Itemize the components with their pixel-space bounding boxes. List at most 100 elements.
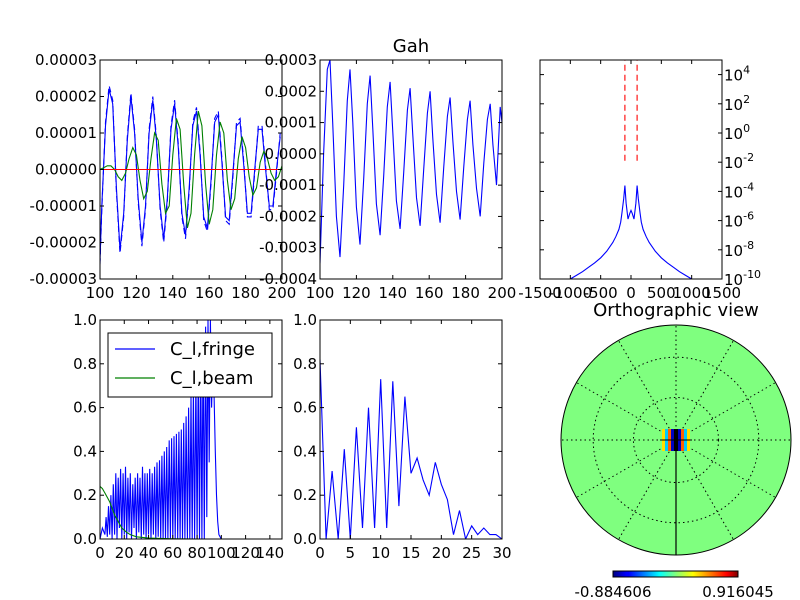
meridian-line [675,439,776,498]
x-tick-label: 120 [342,284,371,302]
series-line-1 [100,85,281,265]
meridian-line [675,382,776,441]
x-tick-label: 180 [451,284,480,302]
x-tick-label: -1500 [518,284,562,302]
y-tick-label: 0.0003 [265,51,318,69]
y-tick-label: 0.0000 [265,145,318,163]
x-tick-label: 120 [122,284,151,302]
series-line-0 [320,359,502,539]
x-tick-label: 120 [231,544,260,562]
y-tick-label: 100 [724,122,750,143]
panel-orthographic-view: Orthographic view -0.884606 0.916045 [560,300,792,600]
x-tick-label: 0 [626,284,636,302]
y-tick-label: 0.8 [73,355,97,373]
y-tick-label: 10-10 [724,268,761,289]
meridian-line [675,439,734,540]
x-tick-label: 100 [86,284,115,302]
y-tick-label: 0.8 [293,355,317,373]
x-tick-label: 30 [492,544,511,562]
series-group [320,359,502,539]
y-tick-label: -0.0002 [259,207,317,225]
meridian-line [675,340,734,441]
y-tick-label: -0.00001 [30,197,97,215]
series-group [100,85,282,265]
y-tick-label: -0.00002 [30,234,97,252]
x-tick-label: 15 [401,544,420,562]
y-tick-label: 10-2 [724,151,754,172]
colorbar-min-label: -0.884606 [575,583,652,600]
y-tick-label: -0.0001 [259,176,317,194]
y-tick-label: 0.0 [73,530,97,548]
x-tick-label: 1000 [673,284,711,302]
x-tick-label: 0 [95,544,105,562]
x-tick-label: 140 [378,284,407,302]
x-tick-label: 60 [163,544,182,562]
x-tick-label: -500 [584,284,618,302]
x-tick-label: 25 [462,544,481,562]
ortho-title: Orthographic view [593,300,759,321]
x-tick-label: 0 [315,544,325,562]
series-line-0 [100,320,282,539]
y-tick-label: 0.00000 [35,161,97,179]
y-tick-label: 0.00003 [35,51,97,69]
y-tick-label: 1.0 [293,311,317,329]
meridian-line [618,340,677,441]
panel-title: Gah [393,36,429,57]
legend-entry: C_l,fringe [170,339,255,360]
x-tick-label: 180 [231,284,260,302]
colorbar-max-label: 0.916045 [702,583,774,600]
y-tick-label: 10-4 [724,180,754,201]
x-tick-label: 5 [346,544,356,562]
y-tick-label: 0.4 [73,442,97,460]
x-tick-label: 500 [647,284,676,302]
y-tick-label: 10-6 [724,210,754,231]
y-tick-label: 0.2 [73,486,97,504]
legend-box [107,332,273,398]
y-tick-label: 0.0001 [265,114,318,132]
y-tick-label: 0.4 [293,442,317,460]
axes-frame [319,319,503,540]
y-tick-label: 104 [724,64,750,85]
x-tick-label: 140 [158,284,187,302]
meridian-line [618,439,677,540]
x-tick-label: 40 [139,544,158,562]
colorbar [612,570,739,578]
x-tick-label: 100 [207,544,236,562]
panel-top-left: 100 120 140 160 180 200 -0.00003 -0.00002 -0.000… [30,51,297,302]
series-group [570,60,692,279]
y-tick-label: 0.00002 [35,88,97,106]
meridian-line [576,439,677,498]
y-tick-label: 0.2 [293,486,317,504]
axes-frame [539,59,723,280]
x-tick-label: 200 [488,284,517,302]
x-tick-label: 160 [195,284,224,302]
y-tick-label: 0.00001 [35,124,97,142]
y-tick-label: -0.0003 [259,239,317,257]
series-line-2 [100,110,282,229]
y-tick-label: -0.0004 [259,270,317,288]
series-line-0 [570,185,692,279]
legend: C_l,fringe C_l,beam [107,332,273,398]
meridian-line [576,382,677,441]
series-line-0 [320,60,502,264]
x-tick-label: 80 [188,544,207,562]
x-tick-label: 200 [268,284,297,302]
y-tick-label: 0.6 [73,399,97,417]
y-tick-label: 102 [724,93,750,114]
legend-entry: C_l,beam [170,368,253,389]
panel-bottom-middle: 0 5 10 15 20 25 30 0.0 0.2 0.4 0.6 0.8 1.0 [293,311,511,562]
x-tick-label: 10 [371,544,390,562]
x-tick-label: 20 [115,544,134,562]
x-tick-label: -1000 [549,284,593,302]
panel-top-middle: 100 120 140 160 180 200-0.0004-0.0003-0.0002-… [259,36,516,302]
axes-frame [99,319,283,540]
y-tick-label: 1.0 [73,311,97,329]
parallel-circle [632,396,720,484]
y-tick-label: -0.00003 [30,270,97,288]
x-tick-label: 1500 [703,284,741,302]
series-group [320,60,502,264]
y-tick-label: 0.6 [293,399,317,417]
x-tick-label: 20 [432,544,451,562]
